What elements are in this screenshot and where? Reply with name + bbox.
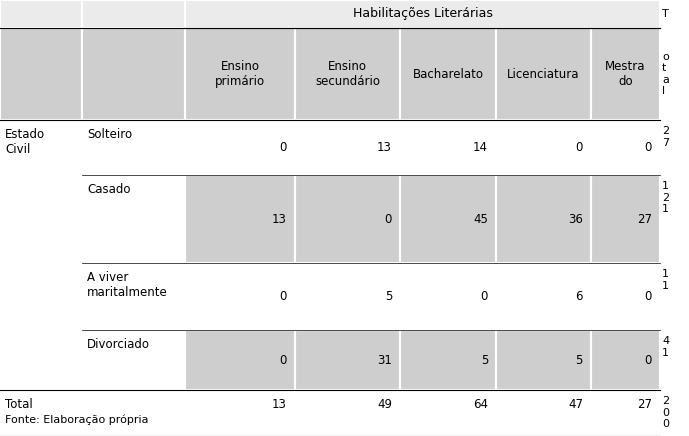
Text: Mestra
do: Mestra do [605,60,646,88]
Text: 0: 0 [384,212,392,225]
Bar [400,120,496,175]
Bar [591,330,660,390]
Bar [591,28,660,120]
Text: 27: 27 [637,212,652,225]
Bar [400,28,496,120]
Bar [0,390,185,436]
Bar [295,390,400,436]
Text: 27: 27 [637,398,652,411]
Text: Estado
Civil: Estado Civil [5,128,45,156]
Bar [0,120,82,390]
Text: o
t
a
l: o t a l [662,51,669,96]
Bar [496,120,591,175]
Bar [400,263,496,330]
Bar [496,28,591,120]
Text: Ensino
secundário: Ensino secundário [315,60,380,88]
Bar [295,263,400,330]
Text: 45: 45 [473,212,488,225]
Bar [295,330,400,390]
Text: 49: 49 [377,398,392,411]
Text: 2
0
0: 2 0 0 [662,396,669,429]
Bar [660,175,689,263]
Bar [496,330,591,390]
Bar [295,175,400,263]
Bar [0,28,82,120]
Text: 4
1: 4 1 [662,336,669,358]
Text: 0: 0 [481,290,488,303]
Bar [185,0,660,28]
Bar [660,28,689,120]
Bar [0,0,82,28]
Text: Ensino
primário: Ensino primário [215,60,265,88]
Bar [185,175,295,263]
Bar [185,28,295,120]
Bar [185,330,295,390]
Text: 0: 0 [280,354,287,367]
Bar [496,263,591,330]
Bar [82,28,185,120]
Text: 6: 6 [575,290,583,303]
Bar [185,120,295,175]
Bar [496,390,591,436]
Text: 47: 47 [568,398,583,411]
Bar [400,330,496,390]
Text: Divorciado: Divorciado [87,338,150,351]
Text: 13: 13 [272,398,287,411]
Text: 14: 14 [473,141,488,154]
Text: Casado: Casado [87,183,130,196]
Bar [185,390,295,436]
Text: 0: 0 [280,290,287,303]
Text: Licenciatura: Licenciatura [507,68,579,81]
Text: Fonte: Elaboração própria: Fonte: Elaboração própria [5,414,149,425]
Text: 0: 0 [280,141,287,154]
Bar [82,263,185,330]
Bar [82,330,185,390]
Text: Solteiro: Solteiro [87,128,132,141]
Bar [591,120,660,175]
Text: 0: 0 [575,141,583,154]
Text: Total: Total [5,398,33,411]
Bar [400,175,496,263]
Text: 5: 5 [481,354,488,367]
Bar [660,390,689,436]
Bar [591,390,660,436]
Text: 13: 13 [377,141,392,154]
Bar [660,263,689,330]
Text: 0: 0 [645,354,652,367]
Bar [295,28,400,120]
Text: 0: 0 [645,141,652,154]
Text: 31: 31 [377,354,392,367]
Text: 5: 5 [384,290,392,303]
Bar [185,263,295,330]
Text: 13: 13 [272,212,287,225]
Text: Habilitações Literárias: Habilitações Literárias [353,7,493,20]
Bar [295,120,400,175]
Bar [496,175,591,263]
Bar [82,120,185,175]
Bar [591,175,660,263]
Bar [400,390,496,436]
Text: 36: 36 [568,212,583,225]
Bar [82,175,185,263]
Text: A viver
maritalmente: A viver maritalmente [87,271,167,299]
Text: Bacharelato: Bacharelato [413,68,484,81]
Text: T: T [662,9,669,19]
Text: 2
7: 2 7 [662,126,669,148]
Text: 0: 0 [645,290,652,303]
Text: 1
1: 1 1 [662,269,669,291]
Bar [591,263,660,330]
Bar [82,0,185,28]
Text: 1
2
1: 1 2 1 [662,181,669,214]
Bar [660,120,689,175]
Text: 64: 64 [473,398,488,411]
Text: 5: 5 [575,354,583,367]
Bar [660,330,689,390]
Bar [660,0,689,28]
